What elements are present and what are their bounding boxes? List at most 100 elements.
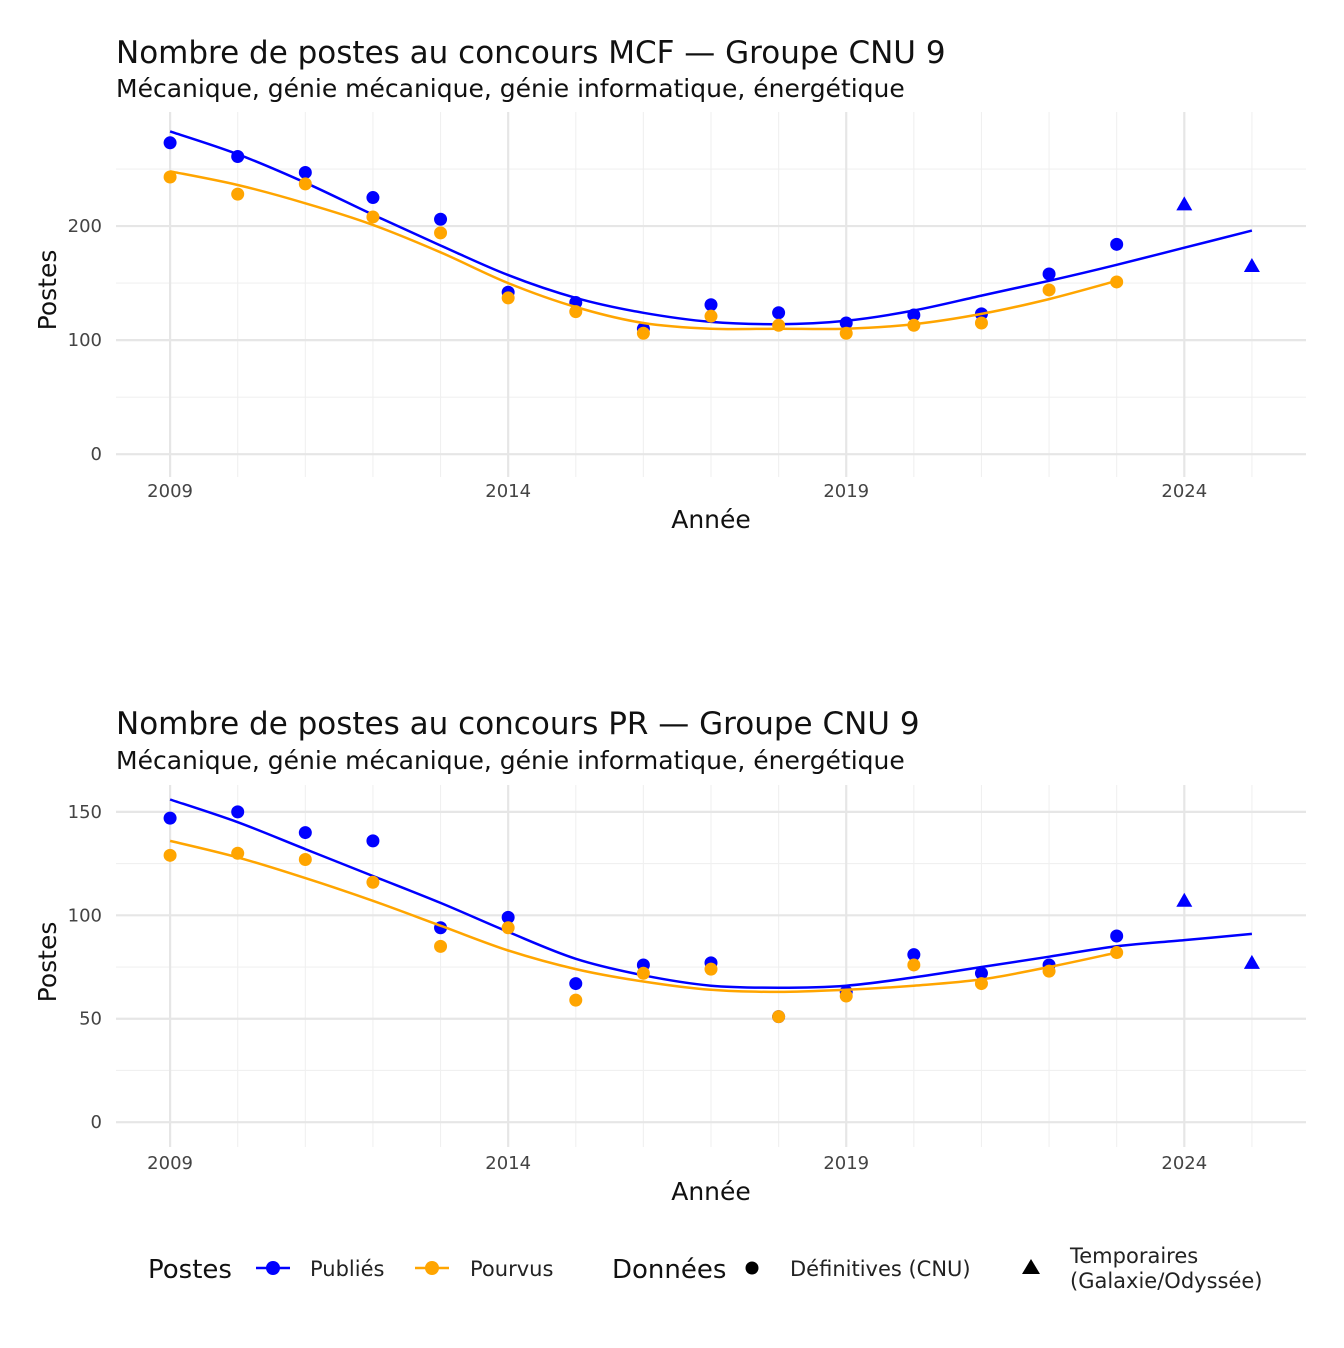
y-tick-label: 0 [91, 1112, 102, 1133]
data-point-pourvus [163, 848, 177, 862]
y-tick-label: 100 [68, 905, 102, 926]
x-tick-label: 2014 [485, 1153, 531, 1174]
chart-mcf: Nombre de postes au concours MCF — Group… [33, 35, 1306, 534]
data-point-publies [907, 308, 921, 322]
data-point-pourvus [501, 291, 515, 305]
data-point-pourvus [163, 170, 177, 184]
legend-dot-pourvus [425, 1261, 439, 1275]
data-point-publies [298, 165, 312, 179]
y-axis-title: Postes [33, 250, 62, 331]
y-axis-ticks: 0 50 100 150 [68, 802, 102, 1133]
data-point-pourvus [366, 875, 380, 889]
x-axis-ticks: 2009 2014 2019 2024 [147, 481, 1207, 502]
legend-title-postes: Postes [148, 1255, 232, 1285]
data-point-pourvus [839, 989, 853, 1003]
data-point-publies [907, 948, 921, 962]
legend-item-pourvus: Pourvus [415, 1257, 553, 1281]
data-point-pourvus [434, 939, 448, 953]
data-point-pourvus [974, 977, 988, 991]
data-point-temporary-publies [1243, 954, 1260, 969]
y-tick-label: 0 [91, 444, 102, 465]
legend-circle-icon [745, 1261, 759, 1275]
x-tick-label: 2009 [147, 481, 193, 502]
grid [116, 112, 1306, 477]
data-point-temporary-publies [1243, 258, 1260, 272]
series-layer [163, 798, 1260, 1024]
data-point-pourvus [569, 993, 583, 1007]
data-point-pourvus [231, 846, 245, 860]
series-pourvus [163, 170, 1124, 340]
data-point-publies [163, 811, 177, 825]
y-axis-ticks: 0 100 200 [68, 216, 102, 465]
data-point-pourvus [636, 966, 650, 980]
y-tick-label: 50 [79, 1009, 102, 1030]
data-point-pourvus [772, 318, 786, 332]
data-point-pourvus [772, 1010, 786, 1024]
data-point-pourvus [298, 177, 312, 191]
data-point-publies [501, 910, 515, 924]
legend-dot-publies [266, 1261, 280, 1275]
data-point-publies [569, 977, 583, 991]
data-point-publies [974, 966, 988, 980]
data-point-temporary-publies [1176, 196, 1193, 211]
chart-subtitle: Mécanique, génie mécanique, génie inform… [116, 74, 905, 103]
trend-line-pourvus [169, 839, 1117, 994]
data-point-publies [434, 212, 448, 226]
data-point-pourvus [1042, 964, 1056, 978]
data-point-pourvus [231, 187, 245, 201]
data-point-pourvus [636, 326, 650, 340]
data-point-publies [839, 316, 853, 330]
data-point-pourvus [1110, 275, 1124, 289]
y-tick-label: 150 [68, 802, 102, 823]
data-point-pourvus [1042, 283, 1056, 297]
chart-title: Nombre de postes au concours MCF — Group… [116, 35, 946, 71]
x-tick-label: 2019 [823, 1153, 869, 1174]
x-tick-label: 2024 [1161, 1153, 1207, 1174]
legend-label-publies: Publiés [310, 1257, 384, 1281]
chart-title: Nombre de postes au concours PR — Groupe… [116, 706, 920, 742]
chart-pr: Nombre de postes au concours PR — Groupe… [33, 706, 1306, 1206]
legend-label-pourvus: Pourvus [470, 1257, 553, 1281]
data-point-publies [772, 306, 786, 320]
data-point-pourvus [501, 921, 515, 935]
data-point-pourvus [704, 309, 718, 323]
data-point-pourvus [907, 958, 921, 972]
series-layer [163, 130, 1260, 340]
series-pourvus [163, 839, 1124, 1024]
data-point-publies [704, 298, 718, 312]
data-point-publies [163, 136, 177, 150]
data-point-pourvus [298, 852, 312, 866]
data-point-publies [366, 834, 380, 848]
legend-item-publies: Publiés [256, 1257, 384, 1281]
x-tick-label: 2009 [147, 1153, 193, 1174]
x-tick-label: 2024 [1161, 481, 1207, 502]
data-point-publies [1110, 237, 1124, 251]
data-point-publies [366, 191, 380, 205]
legend-label-temporaires-line2: (Galaxie/Odyssée) [1070, 1269, 1263, 1293]
data-point-publies [231, 149, 245, 163]
legend: Postes Publiés Pourvus Données Définitiv… [148, 1244, 1263, 1293]
data-point-pourvus [839, 326, 853, 340]
series-publies [163, 130, 1260, 336]
legend-triangle-icon [1022, 1259, 1040, 1274]
data-point-pourvus [569, 305, 583, 319]
chart-subtitle: Mécanique, génie mécanique, génie inform… [116, 746, 905, 775]
data-point-pourvus [907, 318, 921, 332]
data-point-pourvus [434, 226, 448, 240]
trend-line-publies [169, 798, 1253, 989]
x-axis-title: Année [671, 1177, 751, 1206]
data-point-publies [298, 826, 312, 840]
data-point-pourvus [366, 210, 380, 224]
data-point-pourvus [1110, 946, 1124, 960]
data-point-publies [1110, 929, 1124, 943]
x-tick-label: 2019 [823, 481, 869, 502]
x-axis-ticks: 2009 2014 2019 2024 [147, 1153, 1207, 1174]
legend-label-definitives: Définitives (CNU) [790, 1257, 971, 1281]
legend-item-temporaires: Temporaires (Galaxie/Odyssée) [1022, 1244, 1263, 1293]
x-tick-label: 2014 [485, 481, 531, 502]
y-tick-label: 200 [68, 216, 102, 237]
x-axis-title: Année [671, 505, 751, 534]
legend-item-definitives: Définitives (CNU) [745, 1257, 971, 1281]
